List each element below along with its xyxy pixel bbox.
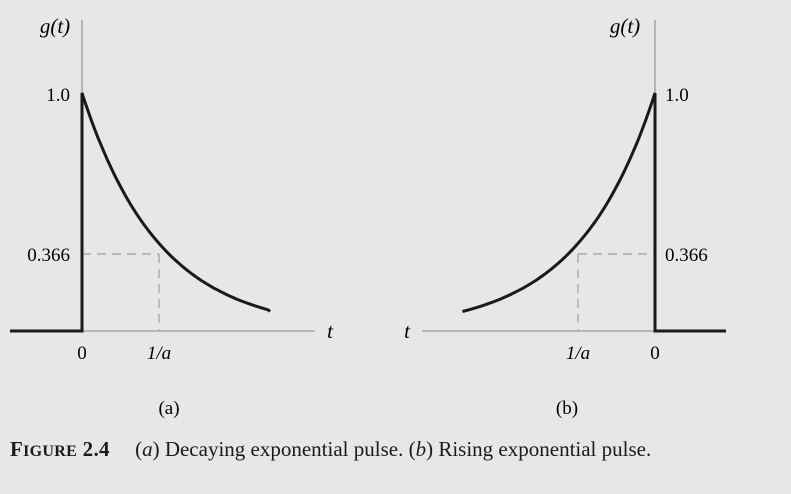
panel-b-xlabel: t <box>404 319 411 343</box>
caption-a-tag: a <box>142 437 153 461</box>
caption-a: (a) Decaying exponential pulse. <box>135 437 404 461</box>
figure-caption: FIGURE 2.4 (a) Decaying exponential puls… <box>10 437 785 462</box>
figure-label-rest: IGURE <box>23 443 78 460</box>
panel-a-curve <box>10 92 272 333</box>
panel-a: g(t) 1.0 0.366 0 1/a t (a) <box>10 14 334 419</box>
caption-b-tag: b <box>415 437 427 461</box>
panel-a-xtick-1-over-a: 1/a <box>147 343 171 364</box>
panel-b-ylabel: g(t) <box>610 14 640 38</box>
panel-a-xlabel: t <box>327 319 334 343</box>
figure-label-initial: F <box>10 437 24 461</box>
caption-a-text: Decaying exponential pulse. <box>164 437 404 461</box>
panel-b: g(t) 1.0 0.366 1/a 0 t (b) <box>404 14 726 419</box>
caption-b-text: Rising exponential pulse. <box>438 437 652 461</box>
panel-b-ytick-1: 1.0 <box>665 85 689 106</box>
panel-b-curve <box>462 92 726 333</box>
caption-b: (b) Rising exponential pulse. <box>408 437 652 461</box>
panel-b-xtick-1-over-a: 1/a <box>566 343 590 364</box>
panel-a-ytick-0366: 0.366 <box>27 245 70 266</box>
panel-a-ytick-1: 1.0 <box>46 85 70 106</box>
panel-b-ytick-0366: 0.366 <box>665 245 708 266</box>
panel-b-label: (b) <box>556 398 578 419</box>
panel-a-ylabel: g(t) <box>40 14 70 38</box>
figure-plots: g(t) 1.0 0.366 0 1/a t (a) g(t) 1.0 0.36… <box>10 14 726 419</box>
panel-a-xtick-0: 0 <box>77 343 87 364</box>
panel-a-label: (a) <box>158 398 179 419</box>
figure-label: FIGURE 2.4 <box>10 437 110 461</box>
panel-b-xtick-0: 0 <box>650 343 660 364</box>
figure-number: 2.4 <box>82 437 110 461</box>
